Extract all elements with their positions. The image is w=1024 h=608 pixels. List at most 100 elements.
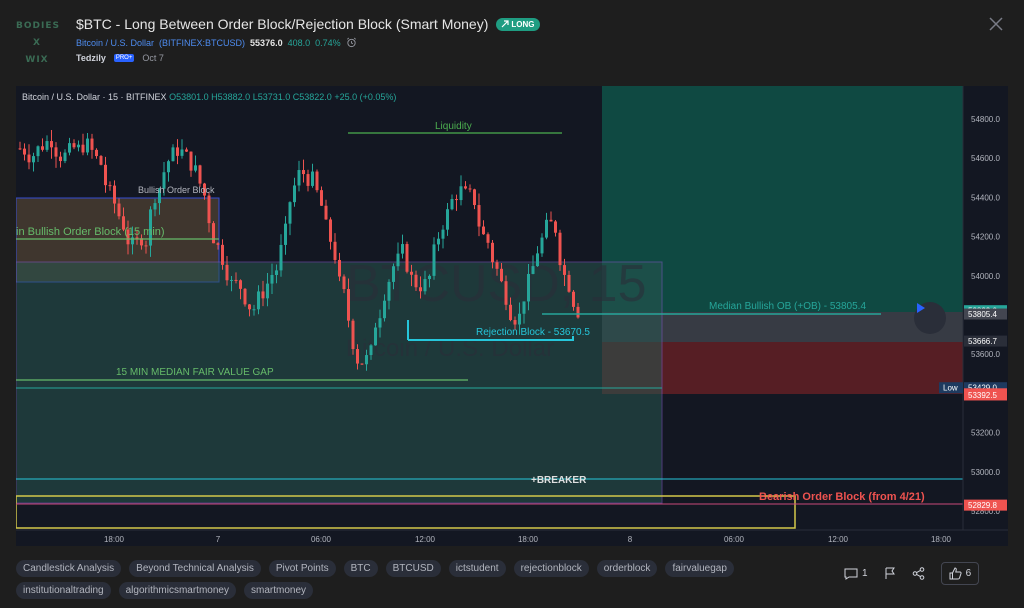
tag-chip[interactable]: Candlestick Analysis (16, 560, 122, 577)
play-icon (917, 303, 925, 313)
symbol-link[interactable]: Bitcoin / U.S. Dollar (76, 37, 155, 48)
candle-body (167, 161, 170, 173)
flag-button[interactable] (884, 567, 896, 580)
candle-body (270, 274, 274, 284)
candle-body (338, 259, 341, 277)
price-tag-label: 53666.7 (968, 337, 997, 346)
candle-body (122, 216, 125, 230)
candle-body (486, 234, 490, 243)
candle-body (302, 170, 305, 175)
ohlc-high: H53882.0 (211, 92, 251, 102)
tag-chip[interactable]: algorithmicsmartmoney (118, 582, 236, 599)
close-icon[interactable] (988, 16, 1004, 32)
time-axis-label: 18:00 (931, 535, 952, 544)
tag-chip[interactable]: ictstudent (448, 560, 506, 577)
logo-line: X (33, 38, 41, 48)
candle-body (567, 274, 571, 292)
breaker-label: +BREAKER (531, 475, 587, 486)
low-tag-label: Low (943, 384, 958, 393)
share-button[interactable] (912, 567, 925, 580)
candle-body (198, 165, 202, 184)
badge-label: LONG (511, 19, 535, 29)
tag-chip[interactable]: BTC (343, 560, 378, 577)
candle-body (104, 164, 107, 186)
candle-body (315, 171, 319, 191)
candle-body (423, 279, 427, 292)
price-axis-label: 54600.0 (971, 154, 1000, 163)
candle-body (410, 271, 413, 275)
tag-chip[interactable]: Beyond Technical Analysis (129, 560, 261, 577)
candle-body (72, 143, 76, 148)
candle-body (162, 172, 166, 189)
tag-chip[interactable]: institutionaltrading (16, 582, 111, 599)
candle-body (135, 237, 139, 239)
pro-badge: PRO+ (113, 54, 135, 62)
tag-chip[interactable]: BTCUSD (385, 560, 441, 577)
candle-body (545, 219, 548, 238)
candle-body (320, 190, 323, 206)
candle-body (293, 185, 296, 203)
candle-body (59, 156, 62, 162)
candle-body (32, 156, 35, 163)
time-axis-label: 18:00 (104, 535, 125, 544)
candle-body (27, 154, 31, 163)
candle-body (347, 289, 350, 321)
candle-body (572, 291, 575, 307)
candle-body (378, 318, 382, 328)
alarm-clock-icon[interactable] (346, 37, 357, 48)
time-axis-label: 8 (628, 535, 633, 544)
candle-body (194, 165, 197, 171)
candle-body (482, 226, 485, 235)
candle-body (279, 244, 283, 271)
candle-body (158, 188, 161, 204)
rejection-block-label: Rejection Block - 53670.5 (476, 327, 590, 338)
candle-body (311, 171, 314, 186)
tag-chip[interactable]: orderblock (596, 560, 658, 577)
candle-body (86, 138, 89, 153)
candle-body (576, 306, 580, 318)
candle-body (441, 229, 445, 239)
bearish-ob-label: Bearish Order Block (from 4/21) (759, 491, 925, 503)
price-axis-label: 53600.0 (971, 350, 1000, 359)
candle-body (531, 266, 535, 274)
candle-body (90, 138, 94, 150)
candle-body (468, 188, 472, 190)
candle-body (387, 281, 391, 301)
play-button[interactable] (914, 302, 946, 334)
candle-body (446, 209, 449, 230)
candle-body (171, 147, 175, 162)
candle-body (257, 291, 260, 310)
candle-body (288, 202, 292, 224)
tag-chip[interactable]: rejectionblock (513, 560, 589, 577)
price-axis-label: 54000.0 (971, 272, 1000, 281)
symbol-code-link[interactable]: (BITFINEX:BTCUSD) (159, 37, 246, 48)
candle-body (261, 291, 265, 299)
price-tag-label: 52829.8 (968, 501, 997, 510)
candle-body (243, 288, 247, 305)
comment-icon (844, 568, 858, 580)
author-row: Tedzily PRO+ Oct 7 (76, 53, 164, 63)
candle-body (459, 186, 463, 201)
candle-body (284, 223, 287, 245)
candle-body (554, 221, 557, 233)
candle-body (77, 144, 80, 148)
tag-chip[interactable]: Pivot Points (268, 560, 336, 577)
chart-area[interactable]: BTCUSD, 15 Bitcoin / U.S. Dollar Liquidity… (16, 86, 1008, 546)
candle-body (419, 287, 422, 292)
candle-body (176, 147, 179, 156)
like-button[interactable]: 6 (940, 562, 980, 585)
candle-body (455, 199, 458, 201)
candle-body (500, 268, 503, 282)
candle-body (99, 156, 103, 165)
candle-body (401, 244, 404, 254)
tag-chip[interactable]: smartmoney (243, 582, 313, 599)
price-axis-label: 54800.0 (971, 115, 1000, 124)
symbol-price: 55376.0 (250, 37, 283, 48)
candle-body (324, 205, 328, 220)
tag-list: Candlestick Analysis Beyond Technical Ana… (16, 560, 816, 599)
candle-body (450, 199, 454, 210)
comments-button[interactable]: 1 (844, 568, 868, 580)
candle-body (356, 349, 359, 364)
tag-chip[interactable]: fairvaluegap (665, 560, 734, 577)
author-name[interactable]: Tedzily (76, 53, 106, 63)
